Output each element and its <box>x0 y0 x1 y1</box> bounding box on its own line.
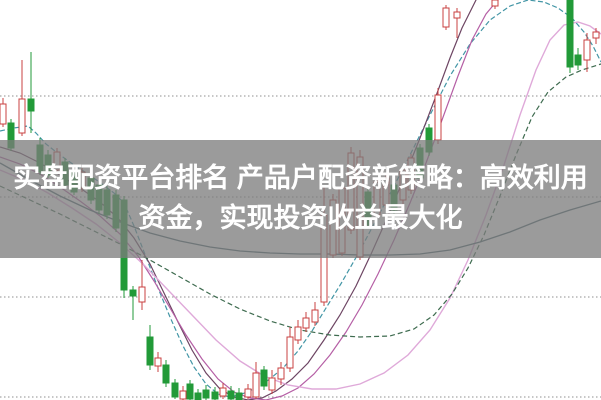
candle-up <box>18 60 26 136</box>
headline-line-1: 实盘配资平台排名 产品户配资新策略：高效利用 <box>13 163 588 194</box>
candle-up <box>0 98 7 127</box>
candle-down <box>211 387 219 400</box>
headline-line-2: 资金，实现投资收益最大化 <box>138 203 463 233</box>
candle-up <box>311 302 319 326</box>
candle-up <box>442 5 450 30</box>
candle-up <box>302 312 310 332</box>
candle-down <box>202 385 210 400</box>
candle-down <box>146 325 154 370</box>
candle-up <box>294 320 302 344</box>
candle-up <box>219 383 227 399</box>
candle-up <box>434 88 442 144</box>
candle-up <box>252 362 260 399</box>
candle-up <box>583 33 591 72</box>
candle-down <box>574 48 582 70</box>
candle-up <box>286 327 294 372</box>
candle-up <box>592 28 600 44</box>
candle-up <box>491 0 499 9</box>
candle-up <box>453 8 461 38</box>
candle-down <box>27 52 35 133</box>
candle-up <box>277 362 285 385</box>
headline-overlay-band: 实盘配资平台排名 产品户配资新策略：高效利用 资金，实现投资收益最大化 <box>0 140 601 258</box>
candle-down <box>162 360 170 387</box>
candle-down <box>235 388 243 400</box>
candle-up <box>154 352 162 372</box>
candle-down <box>566 0 574 73</box>
candle-up <box>268 370 276 394</box>
candle-up <box>244 384 252 399</box>
candle-down <box>171 379 179 399</box>
candle-down <box>194 389 202 400</box>
candle-down <box>129 286 137 320</box>
candle-down <box>260 366 268 390</box>
candle-down <box>227 386 235 400</box>
candle-up <box>179 386 187 400</box>
candle-up <box>138 260 146 310</box>
candle-down <box>186 380 194 400</box>
